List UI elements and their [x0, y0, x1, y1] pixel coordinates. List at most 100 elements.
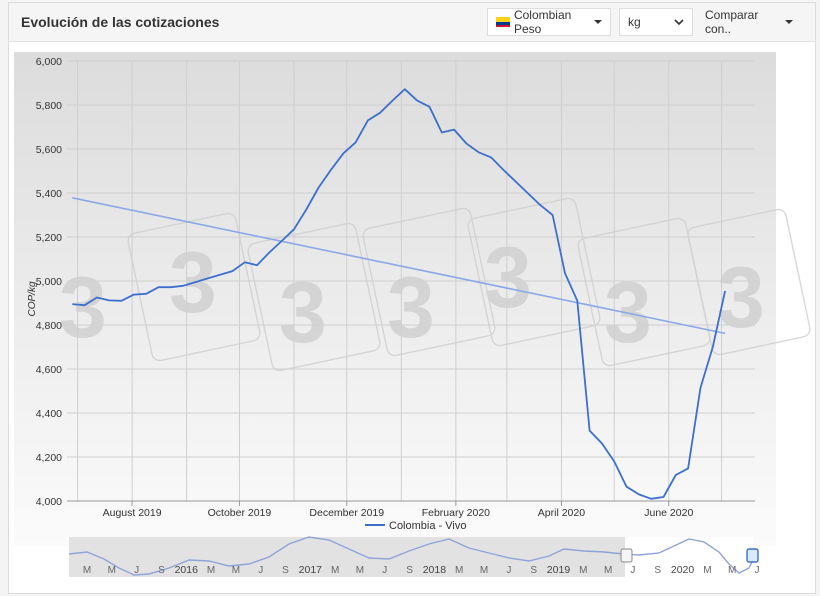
data-point[interactable] — [452, 128, 456, 132]
navigator-label: M — [108, 565, 116, 576]
data-point[interactable] — [292, 227, 296, 231]
navigator-label: 2020 — [671, 564, 695, 576]
navigator-label: M — [703, 565, 711, 576]
data-point[interactable] — [193, 280, 197, 284]
data-point[interactable] — [415, 99, 419, 103]
navigator-label: M — [207, 565, 215, 576]
navigator-label: M — [480, 565, 488, 576]
y-tick-label: 5,200 — [36, 232, 62, 244]
data-point[interactable] — [464, 142, 468, 146]
navigator-unselected-left — [69, 537, 625, 577]
data-point[interactable] — [551, 213, 555, 217]
legend[interactable]: Colombia - Vivo — [365, 520, 466, 532]
data-point[interactable] — [686, 466, 690, 470]
data-point[interactable] — [575, 299, 579, 303]
data-point[interactable] — [600, 441, 604, 445]
navigator-label: M — [579, 565, 587, 576]
navigator-label: J — [506, 565, 511, 576]
data-point[interactable] — [563, 271, 567, 275]
data-point[interactable] — [144, 292, 148, 296]
y-tick-label: 4,200 — [36, 452, 62, 464]
chevron-down-icon — [674, 19, 684, 26]
navigator-series — [68, 536, 756, 576]
page-title: Evolución de las cotizaciones — [21, 14, 220, 30]
data-point[interactable] — [637, 492, 641, 496]
x-tick-label: October 2019 — [208, 507, 272, 519]
navigator-label: M — [604, 565, 612, 576]
data-point[interactable] — [304, 208, 308, 212]
series-line-colombia-vivo[interactable] — [72, 88, 726, 500]
data-point[interactable] — [538, 203, 542, 207]
y-tick-label: 4,400 — [36, 408, 62, 420]
x-tick-label: August 2019 — [103, 507, 162, 519]
data-point[interactable] — [267, 250, 271, 254]
data-point[interactable] — [674, 473, 678, 477]
data-point[interactable] — [329, 168, 333, 172]
data-point[interactable] — [181, 284, 185, 288]
data-point[interactable] — [427, 105, 431, 109]
navigator-left-handle[interactable] — [620, 548, 633, 563]
data-point[interactable] — [156, 285, 160, 289]
currency-dropdown[interactable]: Colombian Peso — [487, 8, 611, 36]
y-tick-label: 4,000 — [36, 496, 62, 508]
colombia-flag-icon — [496, 17, 510, 27]
data-point[interactable] — [403, 87, 407, 91]
data-point[interactable] — [120, 299, 124, 303]
data-point[interactable] — [588, 429, 592, 433]
navigator-label: S — [282, 565, 289, 576]
x-tick-label: June 2020 — [644, 507, 693, 519]
data-point[interactable] — [723, 289, 727, 293]
data-point[interactable] — [132, 293, 136, 297]
svg-text:3: 3 — [59, 260, 107, 356]
data-point[interactable] — [366, 118, 370, 122]
currency-label: Colombian Peso — [513, 8, 572, 36]
data-point[interactable] — [378, 111, 382, 115]
navigator[interactable]: M M J S 2016 M M J S 2017 M M J S 2018 M M J S 2019 M M J S 2020… — [68, 536, 760, 577]
navigator-label: S — [158, 565, 165, 576]
data-point[interactable] — [95, 296, 99, 300]
compare-label: Comparar con.. — [705, 8, 759, 36]
svg-text:3: 3 — [279, 265, 327, 361]
navigator-label: J — [258, 565, 263, 576]
data-point[interactable] — [206, 276, 210, 280]
navigator-label: 2018 — [423, 564, 447, 576]
svg-text:3: 3 — [717, 250, 765, 346]
data-point[interactable] — [711, 345, 715, 349]
unit-select[interactable]: kg — [619, 8, 693, 36]
navigator-label: J — [382, 565, 387, 576]
navigator-label: M — [232, 565, 240, 576]
panel-header: Evolución de las cotizaciones Colombian … — [9, 3, 815, 42]
data-point[interactable] — [501, 168, 505, 172]
data-point[interactable] — [107, 298, 111, 302]
data-point[interactable] — [317, 186, 321, 190]
data-point[interactable] — [391, 99, 395, 103]
data-point[interactable] — [477, 150, 481, 154]
data-point[interactable] — [70, 302, 74, 306]
data-point[interactable] — [440, 131, 444, 135]
data-point[interactable] — [83, 303, 87, 307]
data-point[interactable] — [489, 155, 493, 159]
data-point[interactable] — [625, 485, 629, 489]
data-point[interactable] — [662, 495, 666, 499]
data-point[interactable] — [169, 285, 173, 289]
data-point[interactable] — [255, 263, 259, 267]
data-point[interactable] — [230, 269, 234, 273]
chevron-down-icon — [594, 20, 602, 24]
navigator-label: S — [530, 565, 537, 576]
data-point[interactable] — [526, 191, 530, 195]
data-point[interactable] — [280, 239, 284, 243]
navigator-right-handle[interactable] — [746, 548, 759, 563]
data-point[interactable] — [612, 459, 616, 463]
data-point[interactable] — [341, 151, 345, 155]
data-point[interactable] — [698, 386, 702, 390]
price-chart: 333 333 3 4,000 4,200 4,400 4,600 4,800 5,000… — [14, 52, 811, 577]
data-point[interactable] — [649, 497, 653, 501]
data-point[interactable] — [354, 140, 358, 144]
data-point[interactable] — [218, 273, 222, 277]
y-tick-label: 5,000 — [36, 276, 62, 288]
data-point[interactable] — [243, 260, 247, 264]
price-evolution-panel: Evolución de las cotizaciones Colombian … — [8, 2, 816, 594]
navigator-labels: M M J S 2016 M M J S 2017 M M J S 2018 M M J S 2019 M M J S 2020… — [83, 564, 760, 576]
data-point[interactable] — [514, 180, 518, 184]
compare-dropdown[interactable]: Comparar con.. — [697, 8, 801, 36]
